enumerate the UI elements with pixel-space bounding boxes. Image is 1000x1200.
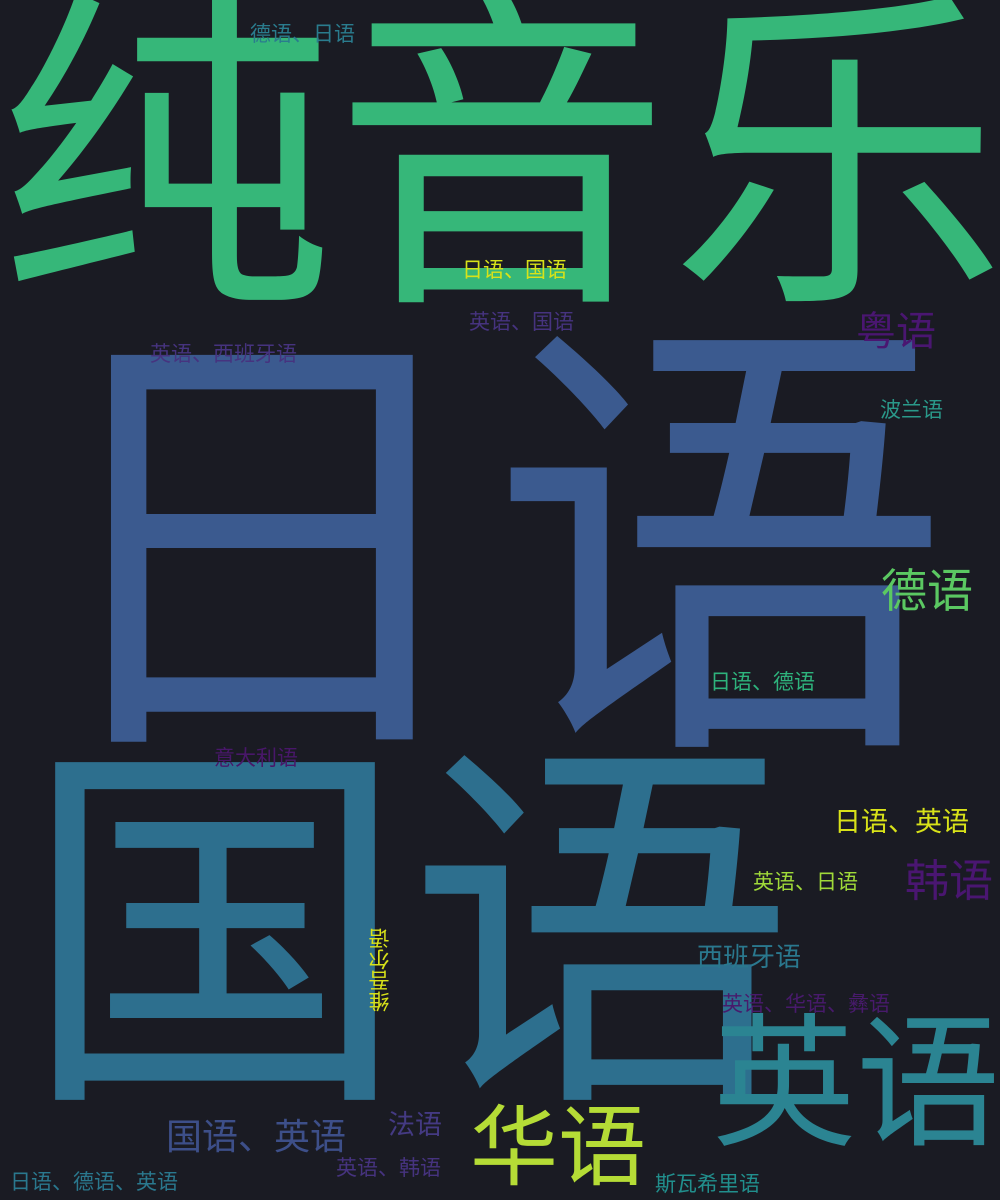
- word-korean: 韩语: [905, 856, 993, 907]
- word-japanese-mandarin: 日语、国语: [462, 258, 567, 282]
- word-pure-music: 纯音乐: [0, 0, 1000, 355]
- word-japanese-german-english: 日语、德语、英语: [10, 1170, 178, 1194]
- word-english-japanese: 英语、日语: [753, 870, 858, 894]
- word-japanese-english: 日语、英语: [834, 807, 969, 838]
- word-german: 德语: [881, 564, 973, 618]
- word-swahili: 斯瓦希里语: [655, 1172, 760, 1196]
- word-german-japanese: 德语、日语: [250, 22, 355, 46]
- word-english-chinese-yi: 英语、华语、彝语: [722, 992, 890, 1016]
- word-english-korean: 英语、韩语: [336, 1156, 441, 1180]
- word-polish: 波兰语: [880, 398, 943, 422]
- word-uyghur: 维吾尔语: [368, 928, 392, 1012]
- word-cantonese: 粤语: [856, 309, 936, 355]
- word-chinese: 华语: [470, 1096, 647, 1199]
- word-mandarin-english: 国语、英语: [166, 1117, 347, 1158]
- word-japanese-german: 日语、德语: [710, 670, 815, 694]
- word-spanish: 西班牙语: [697, 943, 802, 973]
- word-english-mandarin: 英语、国语: [469, 310, 574, 334]
- word-japanese: 日语: [30, 284, 950, 819]
- word-english-spanish: 英语、西班牙语: [150, 342, 297, 366]
- word-french: 法语: [388, 1110, 442, 1141]
- word-english: 英语: [712, 1000, 1000, 1168]
- word-mandarin: 国语: [22, 712, 794, 1161]
- word-italian: 意大利语: [214, 746, 298, 770]
